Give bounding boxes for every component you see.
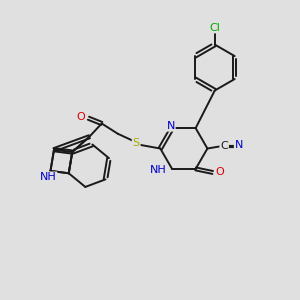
Text: O: O — [216, 167, 224, 178]
Text: NH: NH — [40, 172, 56, 182]
Text: S: S — [133, 138, 140, 148]
Text: O: O — [77, 112, 85, 122]
Text: C: C — [220, 141, 228, 151]
Text: NH: NH — [150, 165, 167, 176]
Text: Cl: Cl — [209, 22, 220, 32]
Text: N: N — [167, 121, 175, 131]
Text: N: N — [235, 140, 243, 150]
